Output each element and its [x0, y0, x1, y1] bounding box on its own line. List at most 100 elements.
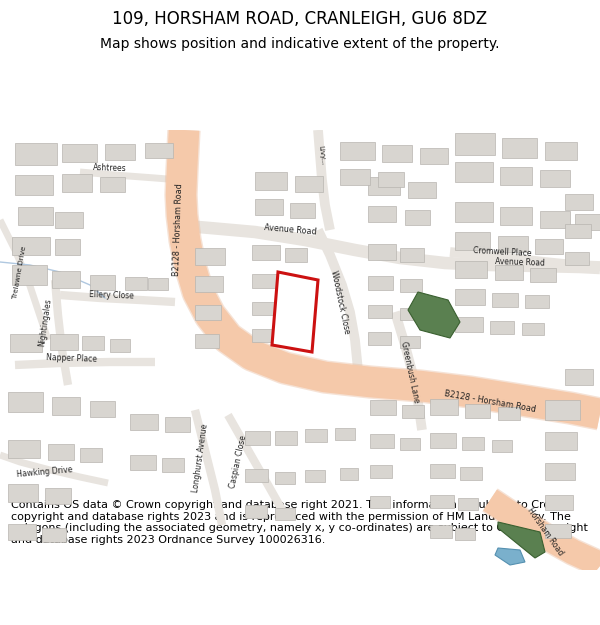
Bar	[80, 448, 102, 462]
Bar	[368, 244, 396, 260]
Bar	[130, 414, 158, 430]
Bar	[535, 239, 563, 254]
Bar	[405, 210, 430, 225]
Bar	[62, 174, 92, 192]
Bar	[245, 505, 267, 518]
Bar	[430, 495, 454, 508]
Bar	[540, 211, 570, 228]
Polygon shape	[498, 522, 545, 558]
Bar	[382, 145, 412, 162]
Bar	[42, 528, 66, 542]
Bar	[370, 434, 394, 448]
Bar	[10, 334, 42, 352]
Bar	[530, 268, 556, 282]
Bar	[252, 274, 277, 288]
Bar	[368, 332, 391, 345]
Bar	[455, 261, 487, 278]
Bar	[285, 305, 305, 317]
Text: Avenue Road: Avenue Road	[263, 223, 317, 237]
Bar	[255, 172, 287, 190]
Bar	[430, 399, 458, 415]
Bar	[8, 440, 40, 458]
Bar	[252, 302, 276, 315]
Bar	[368, 305, 392, 318]
Text: Cromwell Place: Cromwell Place	[473, 246, 532, 258]
Bar	[340, 468, 358, 480]
Bar	[400, 279, 422, 292]
Bar	[290, 203, 315, 218]
Bar	[8, 524, 36, 540]
Bar	[12, 237, 50, 255]
Bar	[420, 148, 448, 164]
Bar	[305, 470, 325, 482]
Bar	[408, 182, 436, 198]
Bar	[245, 431, 270, 445]
Bar	[55, 212, 83, 228]
Bar	[8, 484, 38, 502]
Bar	[575, 214, 600, 230]
Text: Ellery Close: Ellery Close	[89, 290, 134, 300]
Bar	[275, 508, 295, 520]
Bar	[48, 444, 74, 460]
Bar	[12, 265, 47, 285]
Bar	[455, 232, 490, 250]
Text: B2128 - Horsham Road: B2128 - Horsham Road	[172, 184, 184, 276]
Text: Contains OS data © Crown copyright and database right 2021. This information is : Contains OS data © Crown copyright and d…	[11, 500, 587, 545]
Bar	[545, 142, 577, 160]
Text: Nightingales: Nightingales	[37, 298, 53, 347]
Bar	[430, 464, 455, 478]
Bar	[285, 277, 305, 290]
Bar	[400, 308, 420, 320]
Bar	[195, 305, 221, 320]
Bar	[125, 277, 147, 290]
Text: Greenbush Lane: Greenbush Lane	[399, 341, 421, 404]
Text: Avenue Road: Avenue Road	[495, 257, 545, 268]
Bar	[378, 172, 404, 187]
Bar	[540, 170, 570, 187]
Bar	[402, 405, 424, 418]
Bar	[335, 428, 355, 440]
Bar	[195, 334, 219, 348]
Bar	[145, 143, 173, 158]
Bar	[368, 276, 393, 290]
Bar	[565, 194, 593, 210]
Bar	[500, 207, 532, 225]
Text: Map shows position and indicative extent of the property.: Map shows position and indicative extent…	[100, 37, 500, 51]
Bar	[492, 293, 518, 307]
Text: Caspian Close: Caspian Close	[228, 435, 248, 489]
Bar	[105, 144, 135, 160]
Bar	[545, 400, 580, 420]
Bar	[100, 177, 125, 192]
Bar	[545, 495, 573, 510]
Bar	[498, 236, 528, 252]
Bar	[400, 438, 420, 450]
Bar	[545, 524, 571, 538]
Bar	[455, 317, 483, 332]
Bar	[195, 276, 223, 292]
Bar	[340, 169, 370, 185]
Text: Hawking Drive: Hawking Drive	[17, 465, 73, 479]
Bar	[522, 323, 544, 335]
Bar	[62, 144, 97, 162]
Bar	[45, 488, 71, 504]
Bar	[460, 467, 482, 480]
Bar	[455, 202, 493, 222]
Bar	[252, 245, 280, 260]
Bar	[455, 289, 485, 305]
Bar	[400, 336, 420, 348]
Bar	[148, 278, 168, 290]
Text: Horsham Road: Horsham Road	[525, 506, 565, 558]
Bar	[18, 207, 53, 225]
Bar	[295, 176, 323, 192]
Bar	[455, 133, 495, 155]
Bar	[370, 496, 390, 508]
Bar	[110, 339, 130, 352]
Polygon shape	[272, 272, 318, 352]
Bar	[90, 275, 115, 290]
Bar	[90, 401, 115, 417]
Bar	[545, 432, 577, 450]
Bar	[255, 199, 283, 215]
Bar	[55, 239, 80, 255]
Bar	[462, 437, 484, 450]
Text: Woodstock Close: Woodstock Close	[329, 269, 351, 334]
